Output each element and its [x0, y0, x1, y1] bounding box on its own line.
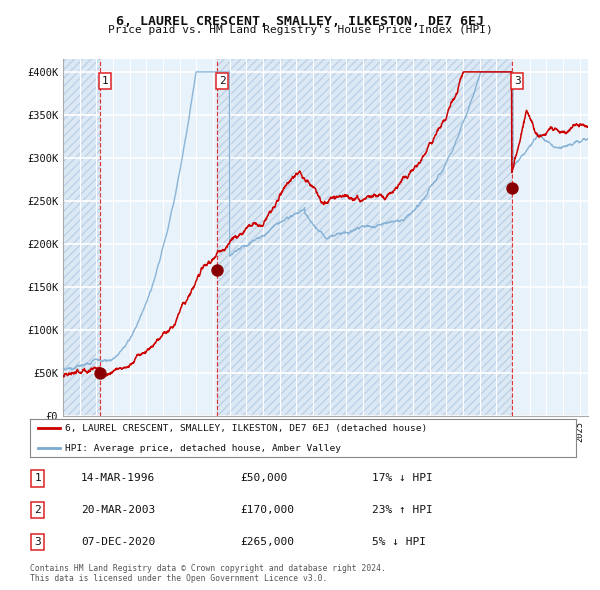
Point	[507, 183, 517, 193]
Text: 6, LAUREL CRESCENT, SMALLEY, ILKESTON, DE7 6EJ: 6, LAUREL CRESCENT, SMALLEY, ILKESTON, D…	[116, 15, 484, 28]
Bar	[217, 59, 512, 416]
Text: 2: 2	[34, 506, 41, 515]
Text: 1: 1	[102, 76, 109, 86]
Point	[95, 368, 104, 378]
Text: 6, LAUREL CRESCENT, SMALLEY, ILKESTON, DE7 6EJ (detached house): 6, LAUREL CRESCENT, SMALLEY, ILKESTON, D…	[65, 424, 428, 432]
Text: 20-MAR-2003: 20-MAR-2003	[81, 506, 155, 515]
Bar	[217, 59, 512, 416]
Text: 2: 2	[218, 76, 226, 86]
Text: £170,000: £170,000	[240, 506, 294, 515]
Text: HPI: Average price, detached house, Amber Valley: HPI: Average price, detached house, Ambe…	[65, 444, 341, 453]
Text: 3: 3	[514, 76, 521, 86]
Text: £50,000: £50,000	[240, 474, 287, 483]
Bar	[63, 59, 100, 416]
Text: 3: 3	[34, 537, 41, 547]
Bar	[63, 59, 100, 416]
Text: 5% ↓ HPI: 5% ↓ HPI	[372, 537, 426, 547]
Bar	[100, 59, 217, 416]
Text: 23% ↑ HPI: 23% ↑ HPI	[372, 506, 433, 515]
Text: 14-MAR-1996: 14-MAR-1996	[81, 474, 155, 483]
Text: Contains HM Land Registry data © Crown copyright and database right 2024.
This d: Contains HM Land Registry data © Crown c…	[30, 563, 386, 583]
Point	[212, 265, 221, 274]
Bar	[512, 59, 588, 416]
Text: 07-DEC-2020: 07-DEC-2020	[81, 537, 155, 547]
Text: 17% ↓ HPI: 17% ↓ HPI	[372, 474, 433, 483]
Text: 1: 1	[34, 474, 41, 483]
Text: Price paid vs. HM Land Registry's House Price Index (HPI): Price paid vs. HM Land Registry's House …	[107, 25, 493, 35]
Text: £265,000: £265,000	[240, 537, 294, 547]
